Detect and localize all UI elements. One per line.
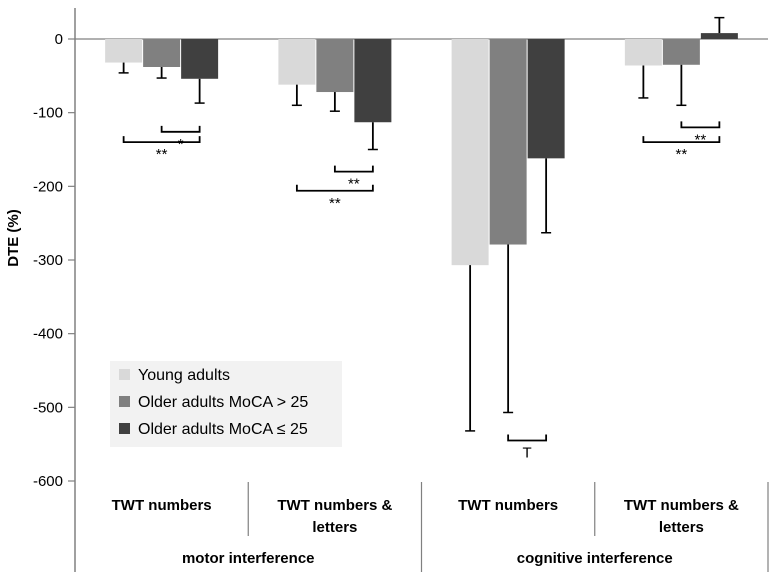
group-label: cognitive interference	[517, 550, 673, 567]
significance-bracket	[295, 184, 374, 192]
legend-swatch	[119, 369, 130, 380]
y-tick-label: -500	[33, 399, 63, 416]
significance-bracket	[122, 136, 201, 144]
y-tick-label: -100	[33, 105, 63, 122]
y-tick-label: -400	[33, 326, 63, 343]
significance-bracket	[680, 121, 721, 129]
y-tick-label: -600	[33, 473, 63, 490]
significance-layer: *******T****	[122, 121, 721, 461]
bar	[143, 39, 181, 67]
legend-box	[110, 361, 342, 447]
x-tick-label: TWT numbers	[112, 497, 212, 514]
significance-label: **	[156, 146, 168, 163]
significance-bracket	[333, 165, 374, 173]
bar	[278, 39, 316, 85]
bar	[527, 39, 565, 159]
legend-label: Young adults	[138, 367, 230, 384]
x-tick-label: TWT numbers &	[624, 497, 739, 514]
x-axis-layer: TWT numbers TWT numbers & letters TWT numbe…	[112, 482, 769, 572]
y-tick-label: 0	[55, 31, 63, 48]
bar	[489, 39, 527, 245]
legend-label: Older adults MoCA > 25	[138, 394, 308, 411]
error-bar-layer	[118, 16, 725, 432]
significance-label: **	[348, 176, 360, 193]
x-tick-label: TWT numbers	[458, 497, 558, 514]
significance-label: **	[695, 131, 707, 148]
x-tick-label: letters	[312, 519, 357, 536]
group-label: motor interference	[182, 550, 315, 567]
significance-label: **	[329, 195, 341, 212]
significance-bracket	[160, 125, 201, 133]
bar	[354, 39, 392, 123]
significance-bracket	[507, 434, 548, 442]
legend: Young adults Older adults MoCA > 25 Older …	[110, 361, 342, 447]
significance-label: T	[523, 444, 532, 461]
bar	[105, 39, 143, 63]
y-axis-title: DTE (%)	[5, 209, 22, 267]
legend-swatch	[119, 423, 130, 434]
bar	[700, 33, 738, 39]
bar	[316, 39, 354, 93]
x-tick-label: TWT numbers &	[277, 497, 392, 514]
x-tick-label: letters	[659, 519, 704, 536]
y-tick-label: -300	[33, 252, 63, 269]
significance-label: **	[676, 146, 688, 163]
legend-swatch	[119, 396, 130, 407]
significance-label: *	[178, 136, 184, 153]
significance-bracket	[642, 136, 721, 144]
y-tick-label: -200	[33, 178, 63, 195]
bar	[451, 39, 489, 266]
legend-label: Older adults MoCA ≤ 25	[138, 421, 308, 438]
bar	[181, 39, 219, 79]
bar	[624, 39, 662, 66]
bar-layer	[105, 33, 738, 266]
bar	[662, 39, 700, 65]
